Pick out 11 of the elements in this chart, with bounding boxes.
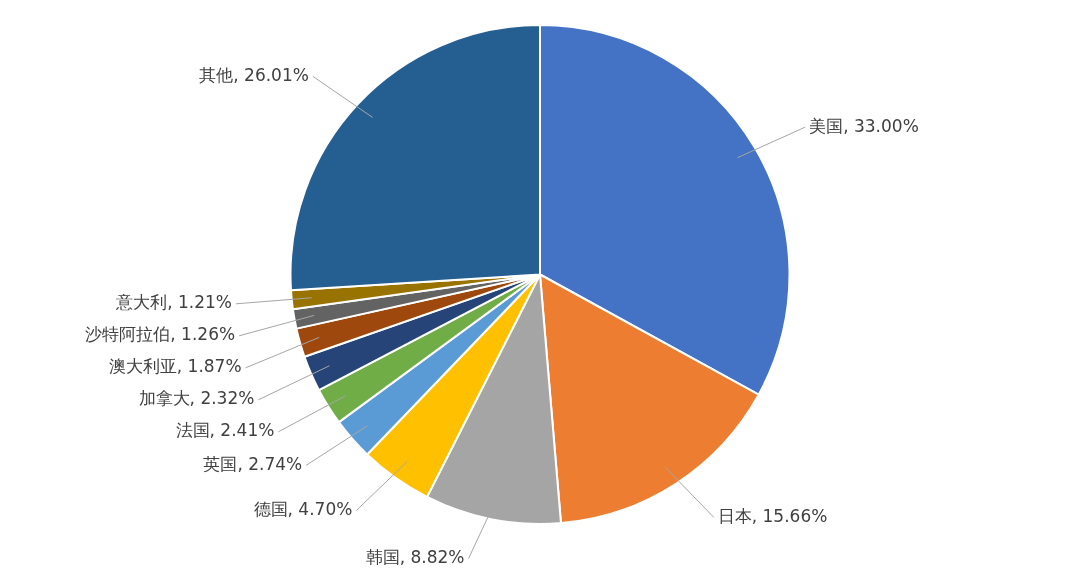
slice-label: 沙特阿拉伯, 1.26% bbox=[85, 324, 236, 345]
slice-label: 德国, 4.70% bbox=[253, 498, 353, 519]
slice-label: 美国, 33.00% bbox=[809, 115, 919, 136]
slice-label: 其他, 26.01% bbox=[199, 64, 309, 85]
slice-label: 韩国, 8.82% bbox=[365, 547, 465, 568]
slice-label: 澳大利亚, 1.87% bbox=[108, 356, 242, 377]
slice-label: 意大利, 1.21% bbox=[115, 292, 232, 313]
slice-label: 英国, 2.74% bbox=[203, 453, 303, 474]
slice-label: 加拿大, 2.32% bbox=[138, 388, 255, 409]
slice-label: 法国, 2.41% bbox=[175, 420, 275, 441]
slice-label: 日本, 15.66% bbox=[717, 505, 828, 526]
